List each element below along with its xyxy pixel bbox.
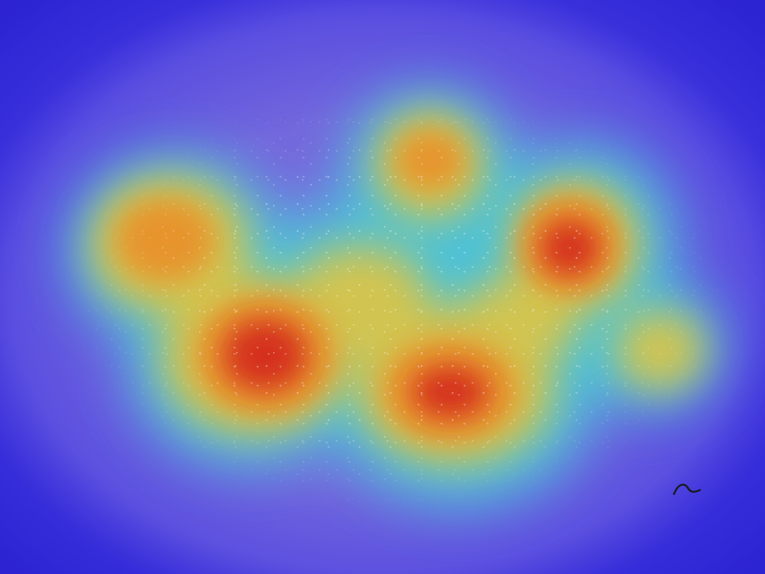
small-ink-mark bbox=[673, 483, 701, 495]
